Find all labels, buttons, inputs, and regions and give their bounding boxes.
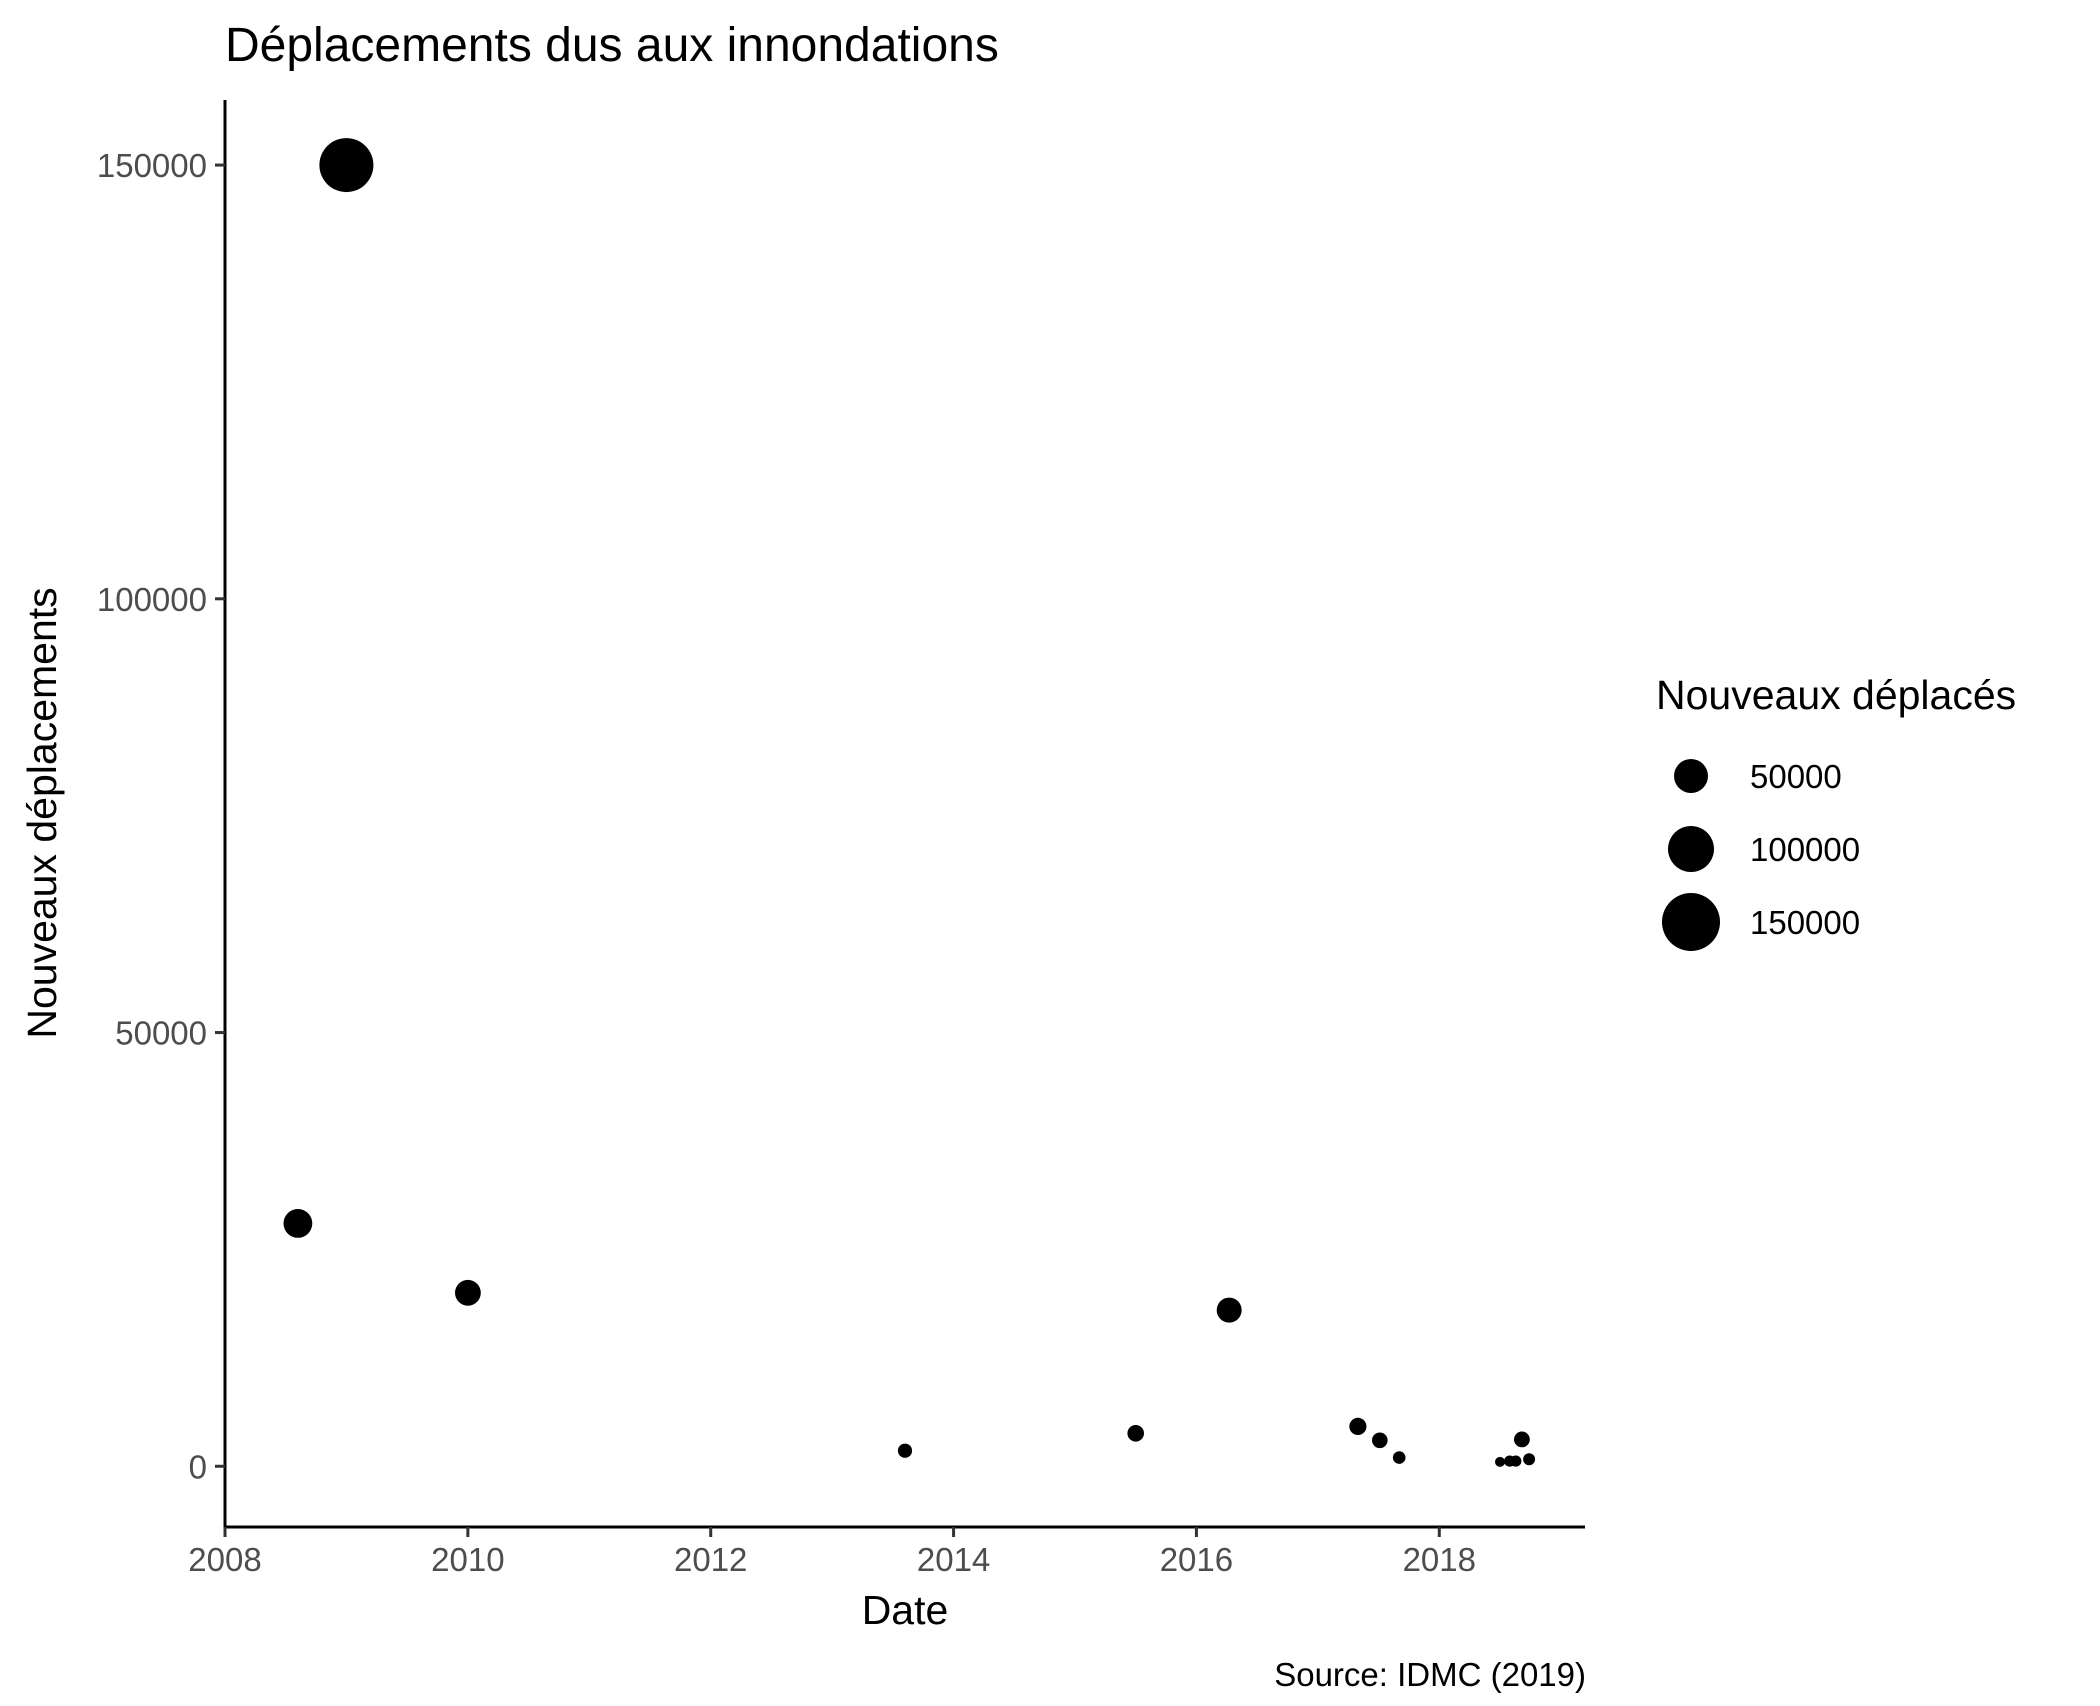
chart-caption: Source: IDMC (2019) (1274, 1656, 1586, 1693)
data-point-3 (897, 1443, 913, 1458)
y-axis-title: Nouveaux déplacements (19, 587, 65, 1038)
legend-label-2: 150000 (1750, 904, 1860, 941)
x-tick-label: 2008 (188, 1541, 261, 1578)
legend-label-0: 50000 (1750, 758, 1842, 795)
legend-label-1: 100000 (1750, 831, 1860, 868)
y-tick-label: 100000 (97, 581, 207, 618)
data-point-11 (1510, 1455, 1522, 1467)
x-tick-label: 2014 (917, 1541, 990, 1578)
data-point-4 (1127, 1425, 1144, 1442)
chart-title: Déplacements dus aux innondations (225, 19, 999, 72)
x-axis-title: Date (862, 1587, 949, 1633)
size-legend: Nouveaux déplacés 50000 100000 150000 (1656, 672, 2016, 951)
data-point-5 (1216, 1297, 1242, 1323)
data-points (283, 138, 1536, 1467)
plot-area: 2008 2010 2012 2014 2016 2018 0 50000 100000 150… (97, 100, 1585, 1578)
data-point-1 (319, 138, 374, 193)
data-point-2 (455, 1279, 481, 1306)
y-tick-label: 150000 (97, 147, 207, 184)
data-point-13 (1523, 1453, 1536, 1466)
data-point-8 (1392, 1451, 1406, 1464)
data-point-12 (1514, 1431, 1530, 1448)
data-point-9 (1495, 1456, 1505, 1467)
y-axis-ticks: 0 50000 100000 150000 (97, 147, 225, 1485)
data-point-0 (283, 1209, 313, 1238)
data-point-6 (1349, 1417, 1367, 1435)
y-tick-label: 0 (189, 1448, 207, 1485)
x-axis-ticks: 2008 2010 2012 2014 2016 2018 (188, 1527, 1476, 1578)
legend-key-2 (1662, 893, 1720, 951)
x-tick-label: 2018 (1403, 1541, 1476, 1578)
legend-title: Nouveaux déplacés (1656, 672, 2016, 718)
x-tick-label: 2010 (431, 1541, 504, 1578)
x-tick-label: 2016 (1160, 1541, 1233, 1578)
y-tick-label: 50000 (115, 1015, 207, 1052)
x-tick-label: 2012 (674, 1541, 747, 1578)
legend-key-0 (1674, 759, 1708, 793)
legend-key-1 (1668, 826, 1714, 872)
data-point-7 (1372, 1432, 1388, 1449)
legend-items: 50000 100000 150000 (1662, 758, 1860, 951)
